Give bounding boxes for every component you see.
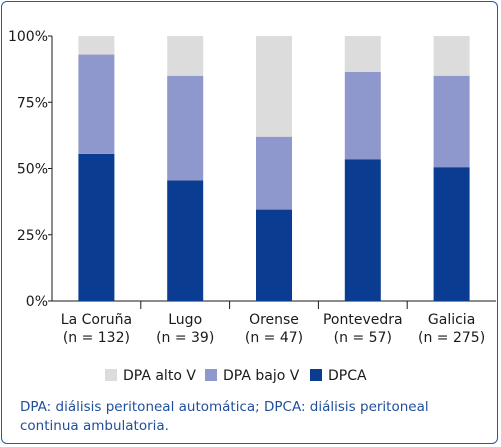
- stacked-bar-chart: 0% 25% 50% 75% 100% La Coruña (n = 132) Lugo (n …: [8, 29, 496, 384]
- x-tick-label: Orense: [249, 312, 299, 328]
- bar-segment: [256, 136, 292, 210]
- bar-segment: [256, 209, 292, 301]
- x-tick-label: La Coruña: [61, 312, 132, 328]
- y-tick-label: 50%: [17, 162, 48, 178]
- bar-segment: [433, 167, 470, 301]
- x-tick-label: Lugo: [168, 312, 202, 328]
- legend-swatch: [105, 369, 117, 381]
- legend-label: DPA bajo V: [223, 368, 300, 384]
- x-tick-sublabel: (n = 57): [334, 330, 392, 346]
- x-tick-sublabel: (n = 39): [156, 330, 214, 346]
- bar-segment: [344, 71, 381, 160]
- bar-segment: [78, 36, 115, 55]
- bar-segment: [78, 54, 115, 154]
- figure-caption: DPA: diálisis peritoneal automática; DPC…: [20, 399, 429, 434]
- bar-segment: [167, 36, 204, 76]
- legend-swatch: [310, 369, 322, 381]
- y-tick-label: 75%: [17, 95, 48, 111]
- bar-segment: [344, 36, 381, 72]
- bar-segment: [167, 180, 204, 301]
- y-tick-label: 100%: [8, 29, 48, 45]
- bar-segment: [78, 153, 115, 301]
- x-tick-sublabel: (n = 47): [245, 330, 303, 346]
- y-tick-label: 25%: [17, 228, 48, 244]
- legend-label: DPA alto V: [123, 368, 196, 384]
- legend-swatch: [205, 369, 217, 381]
- bar-segment: [344, 159, 381, 301]
- bar-segment: [433, 75, 470, 168]
- x-tick-sublabel: (n = 132): [63, 330, 130, 346]
- x-tick-label: Galicia: [428, 312, 475, 328]
- x-tick-label: Pontevedra: [323, 312, 403, 328]
- x-tick-sublabel: (n = 275): [418, 330, 485, 346]
- y-tick-label: 0%: [26, 294, 48, 310]
- bar-segment: [167, 75, 204, 181]
- bar-segment: [433, 36, 470, 76]
- bar-segment: [256, 36, 292, 137]
- legend-label: DPCA: [328, 368, 367, 384]
